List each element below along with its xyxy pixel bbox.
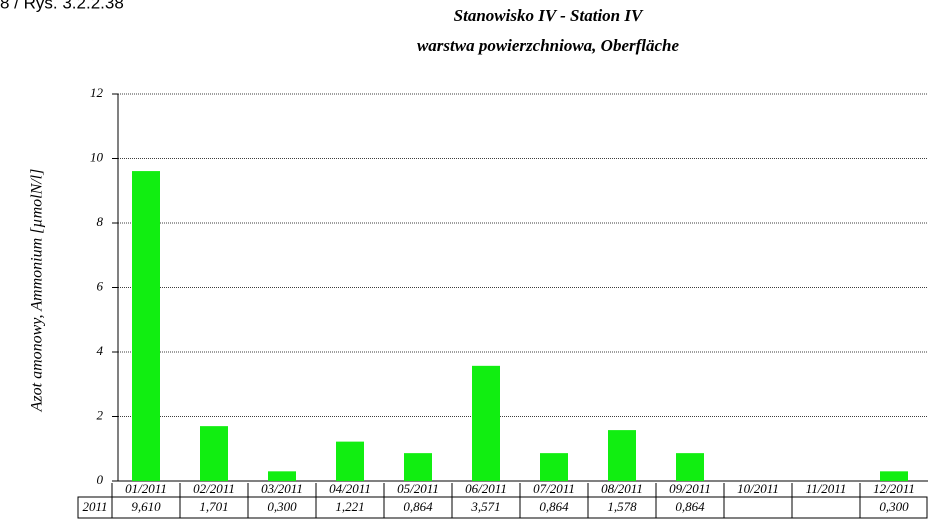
- bar: [200, 426, 228, 481]
- x-tick-label: 01/2011: [125, 481, 167, 496]
- table-value: 0,864: [675, 499, 705, 514]
- x-tick-label: 10/2011: [737, 481, 779, 496]
- table-value: 0,300: [879, 499, 909, 514]
- bar: [540, 453, 568, 481]
- x-tick-label: 12/2011: [873, 481, 915, 496]
- y-tick-label: 10: [90, 149, 104, 164]
- x-tick-label: 09/2011: [669, 481, 711, 496]
- y-tick-label: 0: [97, 472, 104, 487]
- caption: 8 / Rys. 3.2.2.38: [0, 0, 124, 12]
- x-tick-label: 04/2011: [329, 481, 371, 496]
- table-value: 3,571: [470, 499, 500, 514]
- bar: [268, 471, 296, 481]
- y-tick-label: 4: [97, 343, 104, 358]
- x-tick-label: 05/2011: [397, 481, 439, 496]
- x-tick-label: 03/2011: [261, 481, 303, 496]
- table-row-label: 2011: [82, 499, 107, 514]
- bar: [472, 365, 500, 481]
- y-tick-label: 2: [97, 407, 104, 422]
- bar: [336, 441, 364, 481]
- x-tick-label: 08/2011: [601, 481, 643, 496]
- table-value: 0,864: [403, 499, 433, 514]
- y-tick-label: 6: [97, 278, 104, 293]
- bar: [132, 171, 160, 481]
- bar: [676, 453, 704, 481]
- bar: [404, 453, 432, 481]
- chart-title: Stanowisko IV - Station IV: [454, 6, 644, 25]
- x-tick-label: 06/2011: [465, 481, 507, 496]
- y-tick-label: 8: [97, 214, 104, 229]
- table-value: 9,610: [131, 499, 161, 514]
- bar: [608, 430, 636, 481]
- y-axis-label: Azot amonowy, Ammonium [µmolN/l]: [29, 169, 46, 413]
- table-row: [77, 496, 928, 519]
- table-value: 1,578: [607, 499, 637, 514]
- x-tick-label: 02/2011: [193, 481, 235, 496]
- y-tick-label: 12: [90, 85, 104, 100]
- table-value: 1,221: [335, 499, 364, 514]
- table-value: 0,300: [267, 499, 297, 514]
- table-value: 0,864: [539, 499, 569, 514]
- table-value: 1,701: [199, 499, 228, 514]
- x-tick-label: 11/2011: [806, 481, 847, 496]
- chart-subtitle: warstwa powierzchniowa, Oberfläche: [417, 36, 680, 55]
- bar: [880, 471, 908, 481]
- x-tick-label: 07/2011: [533, 481, 575, 496]
